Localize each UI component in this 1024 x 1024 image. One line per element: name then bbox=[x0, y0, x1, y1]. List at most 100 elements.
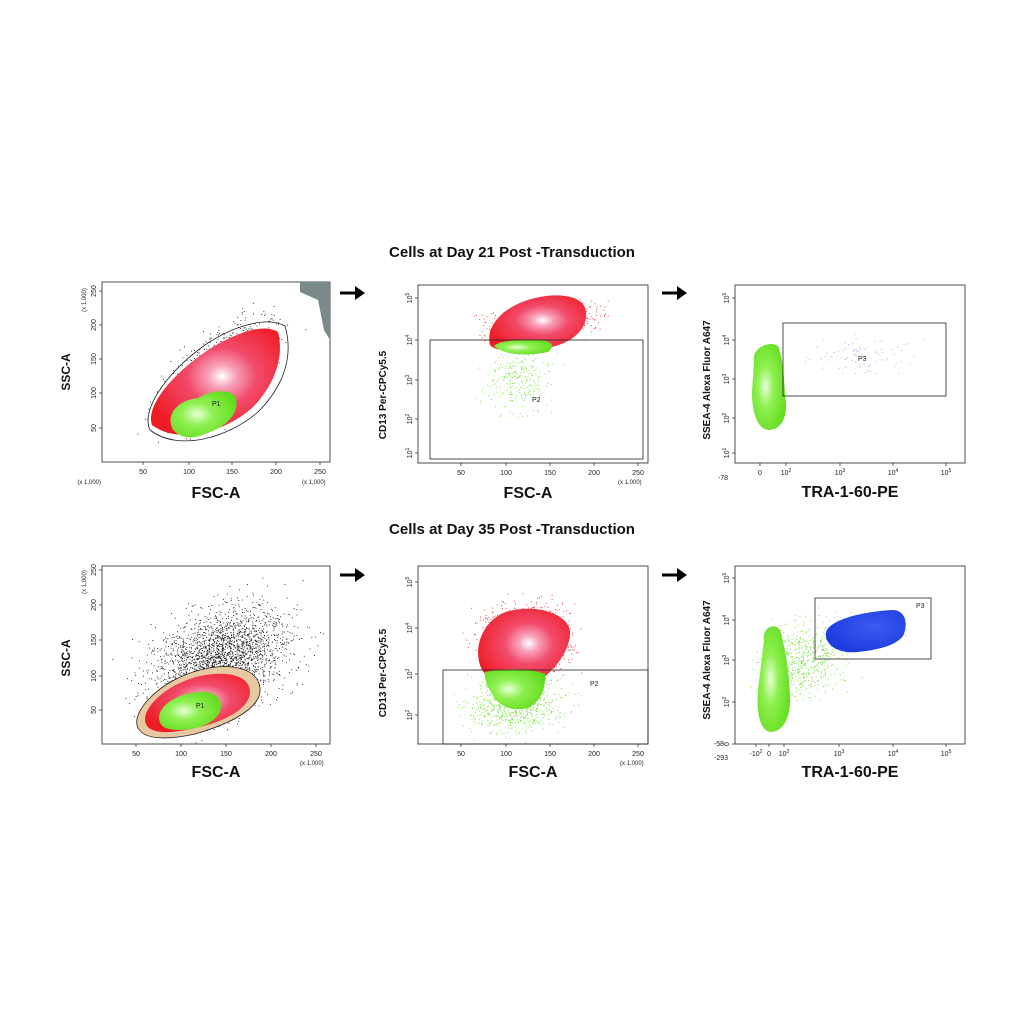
event-dot bbox=[218, 661, 220, 663]
event-dot bbox=[854, 333, 856, 335]
event-dot bbox=[168, 675, 169, 677]
event-dot bbox=[275, 622, 277, 624]
event-dot bbox=[161, 668, 163, 669]
event-dot bbox=[503, 311, 505, 313]
event-dot bbox=[275, 648, 277, 649]
event-dot bbox=[267, 644, 269, 646]
event-dot bbox=[203, 667, 205, 669]
event-dot bbox=[212, 651, 214, 653]
event-dot bbox=[266, 625, 268, 627]
event-dot bbox=[263, 311, 265, 313]
event-dot bbox=[292, 617, 293, 619]
event-dot bbox=[245, 627, 247, 629]
event-dot bbox=[253, 647, 255, 649]
event-dot bbox=[274, 635, 275, 637]
event-dot bbox=[147, 672, 148, 674]
event-dot bbox=[235, 613, 237, 615]
event-dot bbox=[202, 657, 204, 658]
y-tick-label: 105 bbox=[405, 292, 414, 303]
event-dot bbox=[222, 652, 224, 654]
event-dot bbox=[264, 622, 266, 624]
event-dot bbox=[494, 371, 495, 373]
event-dot bbox=[234, 654, 236, 656]
event-dot bbox=[226, 632, 228, 634]
event-dot bbox=[192, 640, 194, 642]
event-dot bbox=[163, 655, 165, 657]
event-dot bbox=[506, 362, 508, 363]
event-dot bbox=[240, 636, 242, 638]
event-dot bbox=[137, 433, 139, 435]
event-dot bbox=[236, 639, 238, 641]
event-dot bbox=[524, 393, 526, 395]
event-dot bbox=[219, 655, 221, 657]
event-dot bbox=[178, 624, 180, 626]
event-dot bbox=[242, 627, 244, 629]
event-dot bbox=[186, 654, 188, 656]
event-dot bbox=[258, 669, 259, 670]
event-dot bbox=[218, 604, 220, 606]
event-dot bbox=[217, 645, 219, 647]
event-dot bbox=[222, 645, 224, 647]
event-dot bbox=[197, 632, 199, 633]
event-dot bbox=[870, 364, 871, 366]
event-dot bbox=[489, 372, 491, 373]
event-dot bbox=[225, 626, 227, 627]
event-dot bbox=[269, 320, 271, 322]
event-dot bbox=[232, 332, 234, 334]
event-dot bbox=[200, 619, 202, 621]
event-dot bbox=[227, 624, 229, 626]
event-dot bbox=[216, 650, 218, 652]
x-tick-label: 50 bbox=[457, 470, 465, 477]
event-dot bbox=[273, 628, 275, 630]
event-dot bbox=[240, 632, 242, 634]
event-dot bbox=[240, 658, 242, 660]
event-dot bbox=[206, 621, 208, 623]
event-dot bbox=[209, 646, 211, 647]
event-dot bbox=[223, 639, 224, 641]
event-dot bbox=[264, 612, 266, 614]
event-dot bbox=[195, 623, 197, 624]
event-dot bbox=[234, 657, 236, 659]
event-dot bbox=[191, 645, 193, 646]
event-dot bbox=[501, 376, 503, 378]
event-dot bbox=[285, 644, 287, 646]
event-dot bbox=[260, 638, 262, 639]
event-dot bbox=[223, 664, 225, 666]
event-dot bbox=[143, 670, 144, 672]
event-dot bbox=[262, 673, 264, 675]
event-dot bbox=[255, 625, 257, 626]
event-dot bbox=[166, 662, 168, 664]
event-dot bbox=[515, 365, 517, 367]
event-dot bbox=[214, 665, 215, 667]
event-dot bbox=[187, 657, 189, 659]
event-dot bbox=[183, 631, 185, 633]
event-dot bbox=[528, 390, 530, 391]
event-dot bbox=[228, 663, 230, 665]
event-dot bbox=[202, 637, 204, 639]
event-dot bbox=[260, 651, 262, 652]
event-dot bbox=[180, 666, 182, 668]
event-dot bbox=[216, 637, 218, 639]
event-dot bbox=[244, 608, 246, 609]
event-dot bbox=[268, 637, 270, 638]
event-dot bbox=[192, 633, 194, 635]
y-tick-label: 103 bbox=[405, 374, 414, 385]
event-dot bbox=[519, 353, 520, 355]
event-dot bbox=[599, 328, 601, 330]
event-dot bbox=[218, 645, 219, 647]
event-dot bbox=[551, 363, 553, 365]
event-dot bbox=[507, 373, 509, 375]
event-dot bbox=[493, 384, 495, 386]
event-dot bbox=[240, 664, 242, 666]
event-dot bbox=[254, 670, 256, 672]
event-dot bbox=[222, 656, 224, 658]
event-dot bbox=[296, 635, 298, 636]
event-dot bbox=[197, 655, 199, 657]
event-dot bbox=[213, 633, 215, 635]
event-dot bbox=[233, 615, 235, 616]
event-dot bbox=[286, 597, 288, 599]
event-dot bbox=[180, 675, 182, 677]
event-dot bbox=[900, 361, 902, 363]
event-dot bbox=[234, 658, 236, 660]
